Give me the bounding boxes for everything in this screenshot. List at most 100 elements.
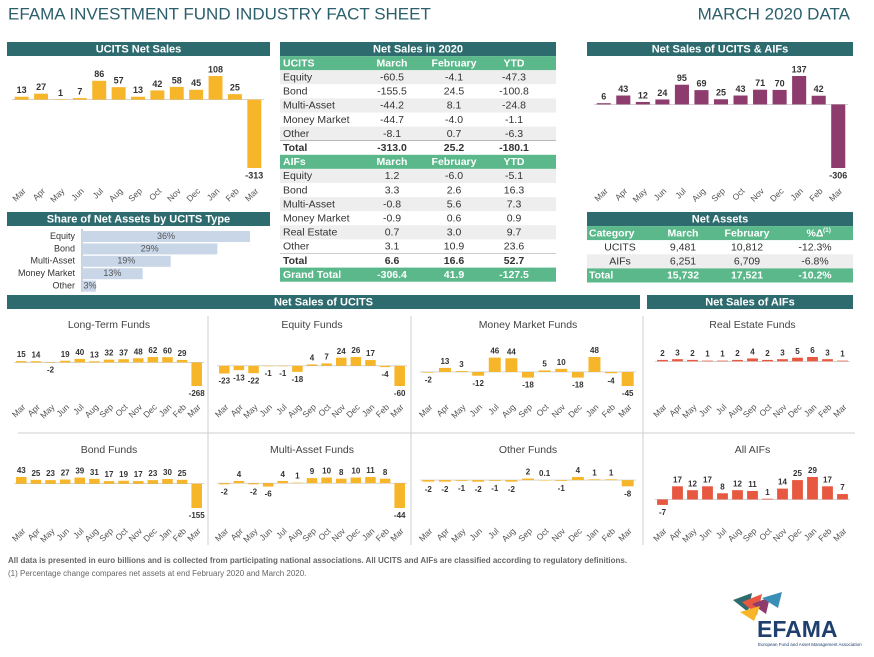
data-label: 31	[90, 468, 99, 477]
data-label: 10	[557, 358, 566, 367]
data-label: -2	[250, 487, 258, 496]
table-row	[280, 168, 556, 183]
x-tick-label: Oct	[730, 185, 747, 202]
x-tick-label: Nov	[771, 401, 789, 419]
bar	[14, 96, 29, 100]
bar	[292, 365, 303, 372]
data-label: 26	[351, 346, 360, 355]
x-tick-label: Dec	[786, 525, 804, 543]
bar	[59, 479, 71, 484]
x-tick-label: Sep	[516, 402, 534, 420]
data-label: 5	[542, 360, 547, 369]
data-label: 1	[609, 468, 614, 477]
table-row	[280, 84, 556, 99]
data-label: 19	[119, 470, 128, 479]
bar	[45, 362, 56, 363]
table-cell: February	[432, 156, 477, 168]
x-tick-label: Apr	[667, 402, 684, 419]
chart-title: Long-Term Funds	[68, 319, 150, 331]
table-cell: -5.1	[505, 170, 523, 182]
x-tick-label: Jan	[205, 186, 222, 203]
x-tick-label: Jan	[788, 186, 805, 203]
table-cell: 0.9	[507, 213, 522, 225]
bar	[82, 268, 143, 280]
data-label: 1	[592, 468, 597, 477]
table-cell: 2.6	[447, 184, 462, 196]
data-label: 45	[191, 78, 201, 88]
table-cell: YTD	[504, 156, 525, 168]
data-label: 57	[114, 76, 124, 86]
data-label: -22	[248, 376, 260, 385]
data-label: -13	[233, 373, 245, 382]
bar	[488, 480, 501, 481]
x-tick-label: Oct	[757, 525, 774, 542]
table-row	[280, 183, 556, 198]
data-label: 2	[526, 468, 531, 477]
bar	[422, 480, 435, 482]
data-label: -8	[624, 489, 632, 498]
bar	[792, 480, 803, 500]
x-tick-label: Jun	[257, 402, 274, 419]
data-label: -7	[659, 508, 667, 517]
table-cell: 3.0	[447, 227, 462, 239]
footnote: All data is presented in euro billions a…	[8, 556, 627, 565]
table-cell: 10,812	[731, 242, 763, 254]
data-label: 4	[237, 470, 242, 479]
table-row	[280, 56, 556, 71]
data-label: 7	[324, 353, 329, 362]
bar	[733, 95, 748, 105]
data-label: -155	[189, 511, 206, 520]
x-tick-label: Jan	[802, 402, 819, 419]
page-date: MARCH 2020 DATA	[698, 4, 851, 23]
bar	[657, 499, 668, 505]
table-cell: -12.3%	[798, 242, 831, 254]
table-cell: 17,521	[731, 270, 763, 282]
bar	[147, 357, 159, 363]
x-tick-label: Mar	[592, 186, 610, 204]
bar	[89, 478, 100, 484]
data-label: 46	[490, 347, 499, 356]
panel-title: Net Sales of UCITS	[274, 296, 373, 308]
data-label: 14	[778, 478, 787, 487]
bar	[505, 358, 518, 372]
x-tick-label: Sep	[126, 186, 144, 204]
x-tick-label: Jan	[157, 526, 174, 543]
bar	[176, 359, 188, 363]
data-label: 19%	[117, 256, 135, 266]
x-tick-label: Jan	[360, 402, 377, 419]
data-label: 25	[793, 469, 802, 478]
x-tick-label: Mar	[10, 186, 28, 204]
table-cell: -47.3	[502, 72, 526, 84]
table-row	[280, 154, 556, 169]
x-tick-label: Jan	[802, 526, 819, 543]
x-tick-label: Apr	[31, 186, 48, 203]
table-cell: 9.7	[507, 227, 522, 239]
data-label: 10	[322, 467, 331, 476]
table-cell: 6.6	[385, 255, 400, 267]
data-label: -18	[292, 375, 304, 384]
bar	[189, 89, 204, 100]
category-label: Equity	[50, 231, 76, 241]
bar	[247, 99, 262, 168]
data-label: 25	[230, 83, 240, 93]
data-label: 43	[17, 466, 26, 475]
data-label: 69	[696, 78, 706, 88]
x-tick-label: Oct	[147, 185, 164, 202]
data-label: 12	[688, 479, 697, 488]
data-label: 70	[775, 78, 785, 88]
bar	[438, 367, 451, 372]
x-tick-label: Nov	[549, 401, 567, 419]
panel-title: Net Sales of UCITS & AIFs	[652, 43, 789, 55]
x-tick-label: Mar	[10, 402, 28, 420]
table-cell: Total	[589, 270, 613, 282]
bar	[657, 359, 668, 362]
table-cell: 3.1	[385, 241, 400, 253]
table-cell: UCITS	[604, 242, 636, 254]
table-row	[280, 98, 556, 113]
table-cell: February	[432, 57, 477, 69]
data-label: 43	[736, 84, 746, 94]
bar	[92, 80, 107, 100]
table-cell: 0.6	[447, 213, 462, 225]
x-tick-label: Nov	[549, 525, 567, 543]
bar	[335, 357, 347, 366]
